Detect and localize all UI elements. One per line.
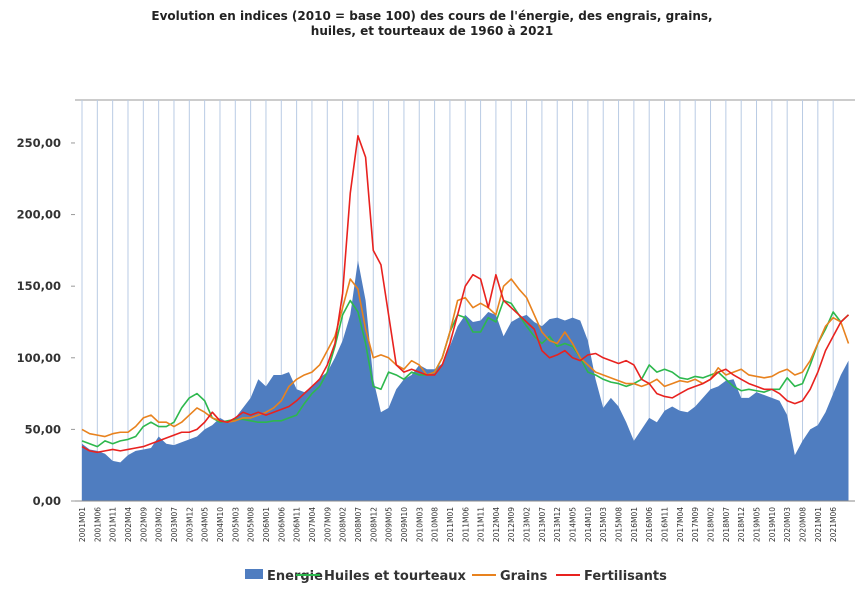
- x-tick-label: 2003M07: [170, 507, 179, 542]
- x-tick-label: 2001M11: [109, 507, 118, 542]
- x-tick-label: 2016M11: [661, 507, 670, 542]
- legend-label: Huiles et tourteaux: [324, 569, 467, 584]
- x-tick-label: 2010M03: [415, 507, 424, 542]
- chart-title: huiles, et tourteaux de 1960 à 2021: [311, 24, 553, 38]
- line: [81, 135, 850, 454]
- x-tick-label: 2020M03: [783, 507, 792, 542]
- chart-title: Evolution en indices (2010 = base 100) d…: [151, 9, 712, 23]
- x-tick-label: 2016M01: [630, 507, 639, 542]
- x-tick-label: 2013M07: [538, 507, 547, 542]
- x-tick-label: 2001M06: [93, 507, 102, 542]
- x-tick-label: 2007M09: [323, 507, 332, 542]
- x-tick-label: 2013M02: [523, 507, 532, 542]
- x-tick-label: 2015M03: [599, 507, 608, 542]
- y-tick-label: 0,00: [33, 494, 61, 508]
- x-tick-label: 2007M04: [308, 507, 317, 542]
- x-tick-label: 2014M05: [569, 507, 578, 542]
- y-tick-label: 100,00: [17, 351, 61, 365]
- x-tick-label: 2006M01: [262, 507, 271, 542]
- x-tick-label: 2015M08: [615, 507, 624, 542]
- x-tick-label: 2018M07: [722, 507, 731, 542]
- legend-swatch: [245, 569, 263, 579]
- x-tick-label: 2021M01: [814, 507, 823, 542]
- line: [81, 299, 850, 448]
- x-tick-label: 2003M12: [185, 507, 194, 542]
- x-tick-label: 2009M10: [400, 507, 409, 542]
- x-tick-label: 2014M10: [584, 507, 593, 542]
- x-tick-label: 2019M10: [768, 507, 777, 542]
- x-tick-label: 2006M11: [293, 507, 302, 542]
- x-tick-label: 2003M02: [155, 507, 164, 542]
- x-tick-label: 2011M01: [446, 507, 455, 542]
- x-tick-label: 2008M02: [339, 507, 348, 542]
- x-tick-label: 2005M03: [231, 507, 240, 542]
- x-tick-label: 2020M08: [799, 507, 808, 542]
- legend-label: Fertilisants: [584, 569, 667, 584]
- x-tick-label: 2008M12: [369, 507, 378, 542]
- legend-label: Grains: [500, 569, 548, 584]
- x-tick-label: 2011M11: [477, 507, 486, 542]
- x-tick-label: 2018M02: [707, 507, 716, 542]
- y-tick-label: 200,00: [17, 208, 61, 222]
- x-tick-label: 2002M04: [124, 507, 133, 542]
- x-tick-label: 2009M05: [385, 507, 394, 542]
- x-tick-label: 2010M08: [431, 507, 440, 542]
- x-tick-label: 2021M06: [829, 507, 838, 542]
- legend-label: Energie: [267, 569, 323, 584]
- x-tick-label: 2017M04: [676, 507, 685, 542]
- x-tick-label: 2017M09: [691, 507, 700, 542]
- x-tick-label: 2016M06: [645, 507, 654, 542]
- y-tick-label: 250,00: [17, 136, 61, 150]
- y-tick-label: 150,00: [17, 279, 61, 293]
- x-tick-label: 2008M07: [354, 507, 363, 542]
- y-tick-label: 50,00: [25, 422, 61, 436]
- x-tick-label: 2004M05: [201, 507, 210, 542]
- x-tick-label: 2019M05: [753, 507, 762, 542]
- x-tick-label: 2005M08: [247, 507, 256, 542]
- x-tick-label: 2001M01: [78, 507, 87, 542]
- x-tick-label: 2013M12: [553, 507, 562, 542]
- x-tick-label: 2002M09: [139, 507, 148, 542]
- x-tick-label: 2004M10: [216, 507, 225, 542]
- x-tick-label: 2006M06: [277, 507, 286, 542]
- x-tick-label: 2012M04: [492, 507, 501, 542]
- x-tick-label: 2018M12: [737, 507, 746, 542]
- x-tick-label: 2012M09: [507, 507, 516, 542]
- x-tick-label: 2011M06: [461, 507, 470, 542]
- area: [82, 260, 849, 501]
